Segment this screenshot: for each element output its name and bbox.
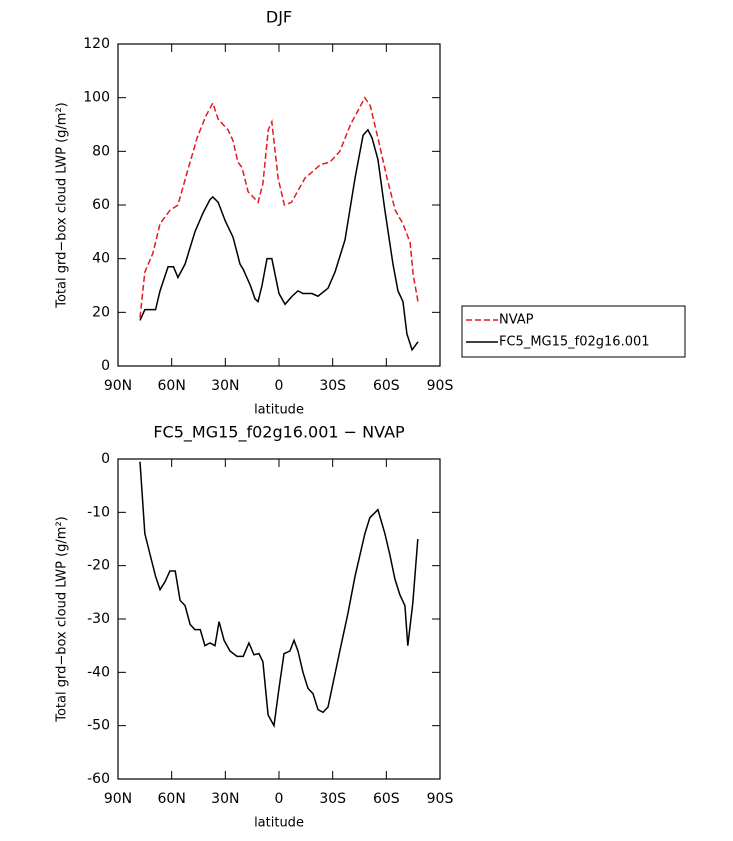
y-tick-label: -30	[87, 611, 110, 627]
y-tick-label: 60	[92, 197, 110, 213]
y-tick-label: -40	[87, 664, 110, 680]
x-tick-label: 90N	[104, 378, 132, 394]
x-tick-label: 60S	[373, 378, 400, 394]
plot-frame	[117, 43, 441, 367]
y-tick-label: -50	[87, 718, 110, 734]
x-tick-label: 30N	[211, 791, 239, 807]
y-tick-label: 40	[92, 251, 110, 267]
data-line	[139, 96, 419, 318]
x-tick-label: 60S	[373, 791, 400, 807]
x-tick-label: 90S	[427, 791, 454, 807]
x-axis-label: latitude	[254, 403, 304, 418]
chart-title: DJF	[266, 8, 292, 27]
y-tick-label: 120	[83, 36, 110, 52]
y-tick-label: -20	[87, 558, 110, 574]
x-tick-label: 0	[275, 791, 284, 807]
x-tick-label: 60N	[158, 378, 186, 394]
x-tick-label: 30S	[319, 378, 346, 394]
legend-label: FC5_MG15_f02g16.001	[499, 335, 650, 350]
x-tick-label: 0	[275, 378, 284, 394]
y-axis-label: Total grd−box cloud LWP (g/m²)	[55, 516, 70, 723]
y-axis-label: Total grd−box cloud LWP (g/m²)	[55, 102, 70, 309]
legend-box	[461, 305, 686, 358]
y-tick-label: 100	[83, 90, 110, 106]
x-tick-label: 30S	[319, 791, 346, 807]
y-tick-label: -10	[87, 504, 110, 520]
x-axis-label: latitude	[254, 816, 304, 831]
y-tick-label: 0	[101, 451, 110, 467]
legend-label: NVAP	[499, 313, 534, 328]
y-tick-label: 20	[92, 304, 110, 320]
x-tick-label: 60N	[158, 791, 186, 807]
y-tick-label: 0	[101, 358, 110, 374]
x-tick-label: 30N	[211, 378, 239, 394]
data-line	[139, 461, 419, 729]
y-tick-label: 80	[92, 143, 110, 159]
y-tick-label: -60	[87, 771, 110, 787]
x-tick-label: 90S	[427, 378, 454, 394]
chart-title: FC5_MG15_f02g16.001 − NVAP	[153, 423, 405, 443]
plot-frame	[117, 458, 441, 780]
data-line	[139, 128, 419, 352]
x-tick-label: 90N	[104, 791, 132, 807]
